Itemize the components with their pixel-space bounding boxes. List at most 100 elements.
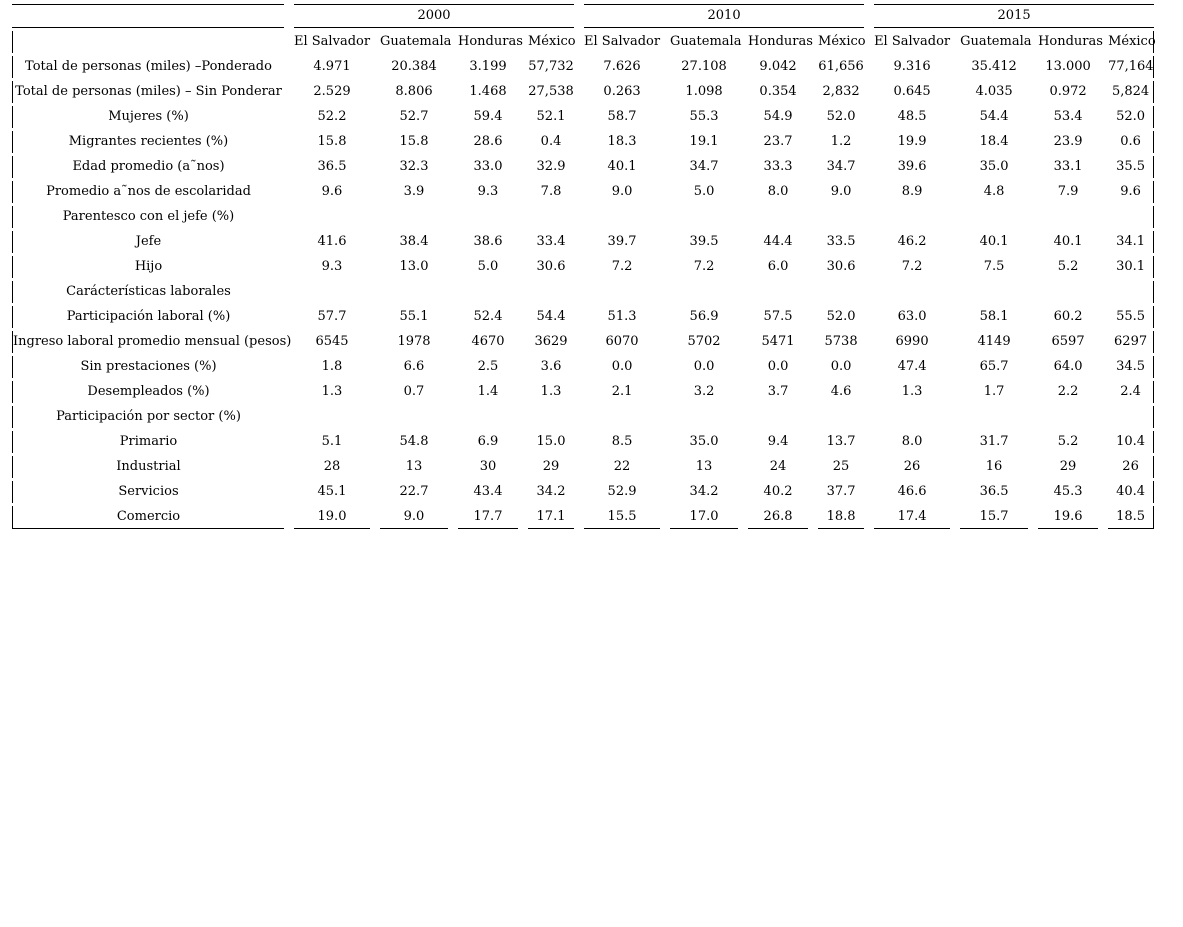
data-cell: 34.7 xyxy=(689,159,719,174)
row-label: Ingreso laboral promedio mensual (pesos) xyxy=(12,331,291,353)
data-cell: 52.2 xyxy=(317,109,347,124)
data-cell: 19.6 xyxy=(1038,506,1099,529)
data-cell xyxy=(670,206,738,228)
data-cell: 44.4 xyxy=(763,234,793,249)
data-cell xyxy=(1038,281,1098,303)
data-cell: 3.2 xyxy=(693,384,715,399)
row-label: Participación laboral (%) xyxy=(12,306,284,328)
table-row: Edad promedio (a˜nos) 36.5 32.3 33.0 32.9 40.… xyxy=(12,156,1155,178)
table-row: Total de personas (miles) – Sin Ponderar… xyxy=(12,81,1155,103)
data-cell: 4.8 xyxy=(983,184,1005,199)
data-cell: 52.0 xyxy=(1108,106,1155,128)
table-row: Total de personas (miles) –Ponderado 4.97… xyxy=(12,56,1155,78)
data-cell: 7.2 xyxy=(611,259,633,274)
data-cell: 57.7 xyxy=(317,309,347,324)
data-cell: 40.1 xyxy=(607,159,637,174)
data-cell xyxy=(1108,206,1155,228)
data-cell xyxy=(528,281,574,303)
data-cell xyxy=(584,206,660,228)
data-cell: 65.7 xyxy=(979,359,1009,374)
data-cell: 9.316 xyxy=(893,59,931,74)
data-cell: 13 xyxy=(695,459,713,474)
data-cell: 35.412 xyxy=(971,59,1017,74)
data-cell: 30.1 xyxy=(1108,256,1155,278)
data-cell: 4.6 xyxy=(830,384,852,399)
data-cell: 16 xyxy=(985,459,1003,474)
data-cell: 1.4 xyxy=(477,384,499,399)
data-cell: 1.2 xyxy=(830,134,852,149)
row-label: Total de personas (miles) – Sin Ponderar xyxy=(12,81,284,103)
country-header: Honduras xyxy=(748,34,813,49)
data-cell: 57,732 xyxy=(528,59,574,74)
data-cell: 6990 xyxy=(895,334,929,349)
data-cell: 58.1 xyxy=(979,309,1009,324)
data-cell xyxy=(748,206,808,228)
row-label: Mujeres (%) xyxy=(12,106,284,128)
table-row: Desempleados (%) 1.3 0.7 1.4 1.3 2.1 3.2 3.7 4.6… xyxy=(12,381,1155,403)
data-cell: 18.3 xyxy=(607,134,637,149)
data-cell: 33.1 xyxy=(1053,159,1083,174)
data-cell: 9.4 xyxy=(767,434,789,449)
data-cell: 39.5 xyxy=(689,234,719,249)
data-cell: 5.0 xyxy=(693,184,715,199)
data-cell: 34.7 xyxy=(826,159,856,174)
row-label: Desempleados (%) xyxy=(12,381,284,403)
data-cell: 18.8 xyxy=(818,506,865,529)
data-cell: 26 xyxy=(1108,456,1155,478)
row-label: Industrial xyxy=(12,456,284,478)
data-cell: 52.1 xyxy=(536,109,566,124)
data-cell: 22 xyxy=(613,459,631,474)
data-cell: 0.0 xyxy=(693,359,715,374)
data-cell: 1.8 xyxy=(321,359,343,374)
country-header: México xyxy=(528,34,576,49)
data-cell: 5,824 xyxy=(1108,81,1155,103)
data-cell: 0.6 xyxy=(1108,131,1155,153)
data-cell xyxy=(960,206,1028,228)
data-cell: 19.9 xyxy=(897,134,927,149)
data-cell: 5.1 xyxy=(321,434,343,449)
data-cell: 15.7 xyxy=(960,506,1029,529)
year-header: 2000 xyxy=(294,4,575,28)
row-label: Hijo xyxy=(12,256,284,278)
stub-header-cell xyxy=(12,31,284,53)
data-cell: 3629 xyxy=(534,334,568,349)
country-header: Guatemala xyxy=(670,34,742,49)
data-cell xyxy=(528,406,574,428)
data-cell: 1978 xyxy=(397,334,431,349)
data-cell: 5.2 xyxy=(1057,434,1079,449)
data-cell: 27.108 xyxy=(681,59,727,74)
data-cell: 55.3 xyxy=(689,109,719,124)
data-cell: 54.8 xyxy=(399,434,429,449)
data-cell xyxy=(1108,406,1155,428)
data-cell: 55.1 xyxy=(399,309,429,324)
data-cell: 13.000 xyxy=(1045,59,1091,74)
data-cell: 4.035 xyxy=(975,84,1013,99)
data-cell: 54.9 xyxy=(763,109,793,124)
data-cell: 8.5 xyxy=(611,434,633,449)
data-cell: 40.1 xyxy=(1053,234,1083,249)
table-row: Mujeres (%) 52.2 52.7 59.4 52.1 58.7 55.3 54.9 5… xyxy=(12,106,1155,128)
data-cell: 6545 xyxy=(315,334,349,349)
country-header: El Salvador xyxy=(874,34,951,49)
country-header: Guatemala xyxy=(960,34,1032,49)
country-header: Guatemala xyxy=(380,34,452,49)
data-cell: 40.1 xyxy=(979,234,1009,249)
data-cell: 39.7 xyxy=(607,234,637,249)
data-cell xyxy=(458,281,518,303)
data-cell: 32.3 xyxy=(399,159,429,174)
data-cell: 5702 xyxy=(687,334,721,349)
data-cell: 0.645 xyxy=(893,84,931,99)
data-cell: 7.626 xyxy=(603,59,641,74)
row-label: Participación por sector (%) xyxy=(12,406,284,428)
data-cell: 32.9 xyxy=(536,159,566,174)
year-header-row: 2000 2010 2015 xyxy=(12,4,1155,28)
data-cell: 40.2 xyxy=(763,484,793,499)
data-cell: 58.7 xyxy=(607,109,637,124)
data-cell: 2.1 xyxy=(611,384,633,399)
year-header: 2010 xyxy=(584,4,865,28)
data-cell: 43.4 xyxy=(473,484,503,499)
data-cell: 3.9 xyxy=(403,184,425,199)
data-cell: 47.4 xyxy=(897,359,927,374)
country-header: Honduras xyxy=(458,34,523,49)
data-cell xyxy=(528,206,574,228)
